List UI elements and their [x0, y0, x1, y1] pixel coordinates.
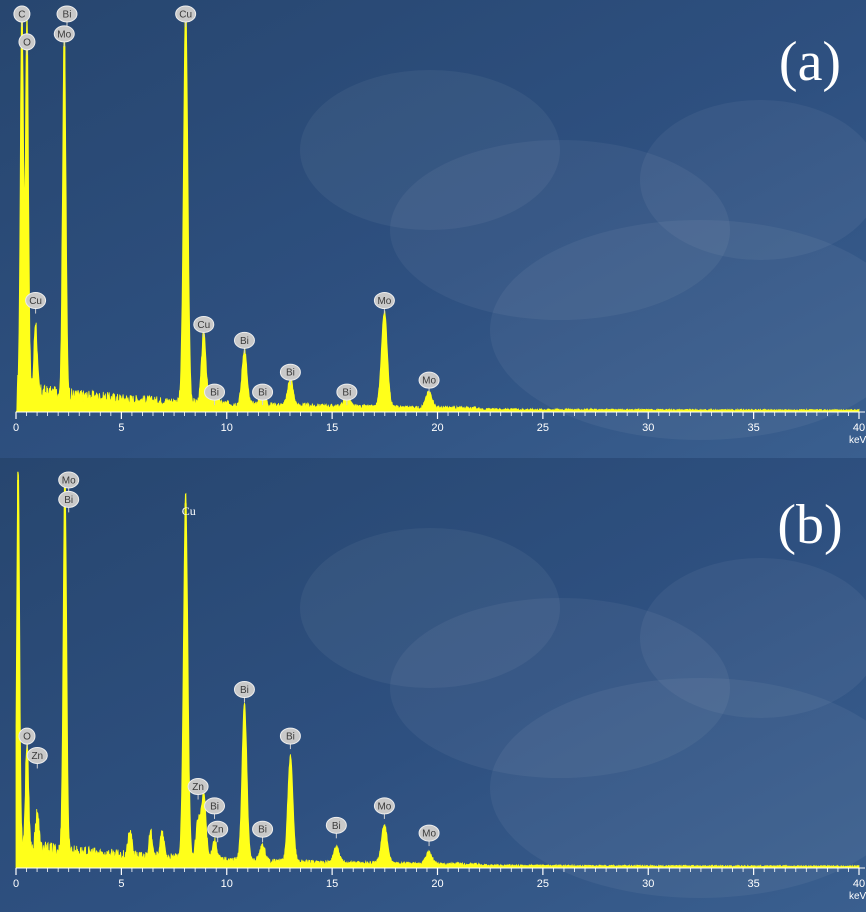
peak-label: Zn [187, 778, 209, 800]
peak-label: Bi [58, 490, 80, 513]
x-tick-label: 10 [221, 422, 233, 434]
peak-label: Mo [418, 371, 440, 394]
svg-text:C: C [18, 10, 25, 21]
svg-text:Bi: Bi [258, 825, 267, 836]
svg-text:Zn: Zn [212, 825, 224, 836]
x-tick-label: 5 [118, 422, 124, 434]
svg-text:Zn: Zn [31, 751, 43, 762]
peak-label: Bi [252, 383, 274, 406]
svg-text:Bi: Bi [286, 368, 295, 379]
svg-text:Bi: Bi [210, 801, 219, 812]
peak-label: Mo [373, 292, 395, 314]
background-blob [640, 100, 866, 260]
background-blob [640, 558, 866, 718]
peak-label: Zn [207, 820, 229, 843]
svg-text:Bi: Bi [240, 685, 249, 696]
peak-label: Bi [279, 363, 301, 386]
svg-text:Mo: Mo [62, 476, 76, 487]
x-tick-label: 15 [326, 422, 338, 434]
svg-text:Bi: Bi [210, 388, 219, 399]
x-tick-label: 35 [748, 878, 760, 890]
x-tick-label: 15 [326, 878, 338, 890]
x-tick-label: 25 [537, 422, 549, 434]
peak-label: Bi [204, 383, 226, 406]
svg-text:Cu: Cu [29, 296, 42, 307]
panel-label: (b) [777, 494, 842, 556]
peak-label: O [18, 727, 36, 750]
spectrum-chart-b: 0 5 10 15 20 25 30 35 40keV(b)MoBiCuOZnZnBiZnBiB… [0, 458, 866, 912]
x-tick-label: 25 [537, 878, 549, 890]
svg-text:O: O [23, 37, 31, 48]
x-tick-label: 0 [13, 422, 19, 434]
x-axis-unit-label: keV [849, 435, 866, 446]
background-blob [300, 528, 560, 688]
x-tick-label: 20 [431, 878, 443, 890]
x-tick-label: 30 [642, 878, 654, 890]
x-tick-label: 40 [853, 878, 865, 890]
x-tick-label: 10 [221, 878, 233, 890]
peak-label: Mo [373, 797, 395, 819]
x-tick-label: 5 [118, 878, 124, 890]
peak-label: Zn [26, 746, 48, 769]
peak-label: Mo [418, 824, 440, 847]
svg-text:O: O [23, 732, 31, 743]
svg-text:Mo: Mo [57, 29, 71, 40]
x-axis-unit-label: keV [849, 891, 866, 902]
spectrum-area [15, 471, 860, 869]
x-tick-label: 40 [853, 422, 865, 434]
background-blob [300, 70, 560, 230]
peak-label: Cu [182, 504, 196, 518]
svg-text:Mo: Mo [422, 376, 436, 387]
svg-text:Cu: Cu [179, 10, 192, 21]
x-tick-label: 30 [642, 422, 654, 434]
peak-label: Bi [233, 681, 255, 703]
panel-label: (a) [779, 31, 841, 93]
svg-text:Mo: Mo [422, 829, 436, 840]
panel-a: 0 5 10 15 20 25 30 35 40 keV (a) C O Bi Mo Cu Cu Cu Bi Bi Bi… [0, 0, 866, 458]
panel-b: 0 5 10 15 20 25 30 35 40 keV (b) Mo Bi Cu O Zn Zn Bi Zn Bi B… [0, 458, 866, 912]
background-blob [390, 140, 730, 320]
background-blob [490, 220, 866, 440]
peak-label: Cu [25, 292, 47, 314]
peak-label: Bi [204, 797, 226, 819]
peak-label: Cu [175, 5, 197, 27]
svg-text:Bi: Bi [342, 388, 351, 399]
svg-text:Bi: Bi [332, 821, 341, 832]
svg-text:Mo: Mo [377, 801, 391, 812]
svg-text:Zn: Zn [192, 782, 204, 793]
x-tick-label: 20 [431, 422, 443, 434]
peak-label: Bi [233, 331, 255, 354]
peak-label: Bi [325, 816, 347, 839]
peak-label: Bi [336, 383, 358, 406]
peak-label: Bi [252, 820, 274, 843]
background-blob [490, 678, 866, 898]
peak-label: Mo [58, 471, 80, 493]
svg-text:Bi: Bi [64, 495, 73, 506]
peak-label: O [18, 33, 36, 55]
svg-text:Cu: Cu [197, 320, 210, 331]
svg-text:Mo: Mo [377, 296, 391, 307]
peak-label: C [13, 5, 31, 27]
svg-text:Bi: Bi [286, 732, 295, 743]
peak-label: Bi [279, 727, 301, 750]
x-tick-label: 35 [748, 422, 760, 434]
peak-label: Bi [56, 5, 78, 27]
svg-text:Bi: Bi [63, 10, 72, 21]
x-tick-label: 0 [13, 878, 19, 890]
peak-label: Mo [53, 25, 75, 47]
peak-label: Cu [193, 315, 215, 338]
svg-text:Bi: Bi [240, 336, 249, 347]
svg-text:Cu: Cu [182, 504, 196, 518]
svg-text:Bi: Bi [258, 388, 267, 399]
background-blob [390, 598, 730, 778]
spectrum-area [15, 5, 860, 413]
